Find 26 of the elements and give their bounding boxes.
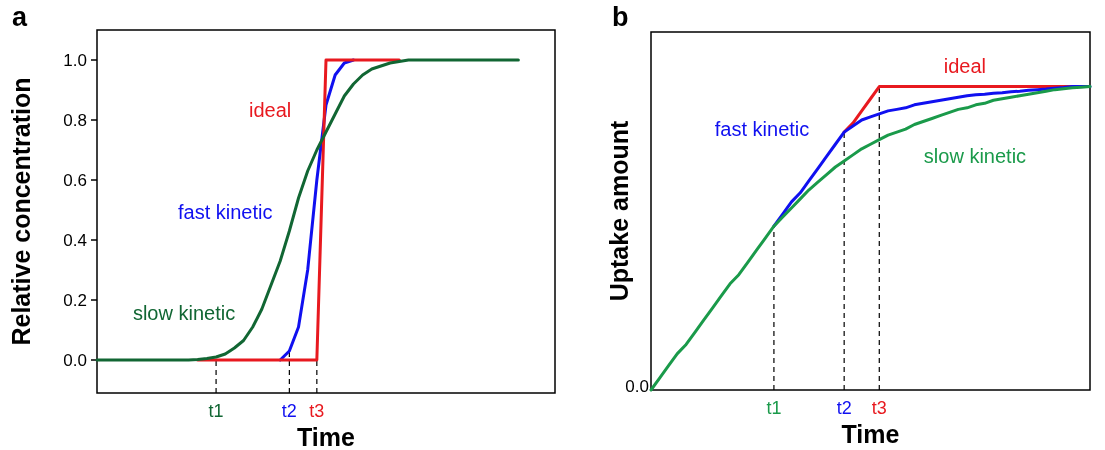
series-label: fast kinetic	[714, 117, 810, 140]
y-tick-label: 0.8	[63, 110, 87, 130]
x-axis-title: Time	[841, 420, 900, 448]
series-label: slow kinetic	[923, 144, 1027, 167]
x-tick-label: t1	[208, 401, 224, 421]
y-tick-label: 0.6	[63, 170, 87, 190]
x-tick-label: t3	[871, 398, 887, 418]
series-label: ideal	[943, 55, 987, 78]
chart-title: a	[12, 2, 28, 32]
series-label: slow kinetic	[132, 302, 236, 325]
x-tick-label: t3	[309, 401, 325, 421]
series-label: fast kinetic	[178, 200, 273, 223]
line-series	[95, 58, 520, 362]
y-tick-label: 0.0	[63, 350, 87, 370]
series-label: ideal	[248, 98, 292, 121]
y-axis-title: Uptake amount	[605, 120, 633, 302]
chart-title: b	[612, 2, 629, 32]
x-tick-label: t1	[766, 398, 782, 418]
y-axis-title: Relative concentration	[7, 77, 35, 346]
x-tick-label: t2	[281, 401, 297, 421]
x-tick-label: t2	[836, 398, 852, 418]
y-tick-label: 0.4	[63, 230, 87, 250]
y-tick-label: 1.0	[63, 50, 87, 70]
x-axis-title: Time	[297, 423, 356, 450]
y-tick-label: 0.2	[63, 290, 87, 310]
text: 0.0	[625, 377, 649, 396]
